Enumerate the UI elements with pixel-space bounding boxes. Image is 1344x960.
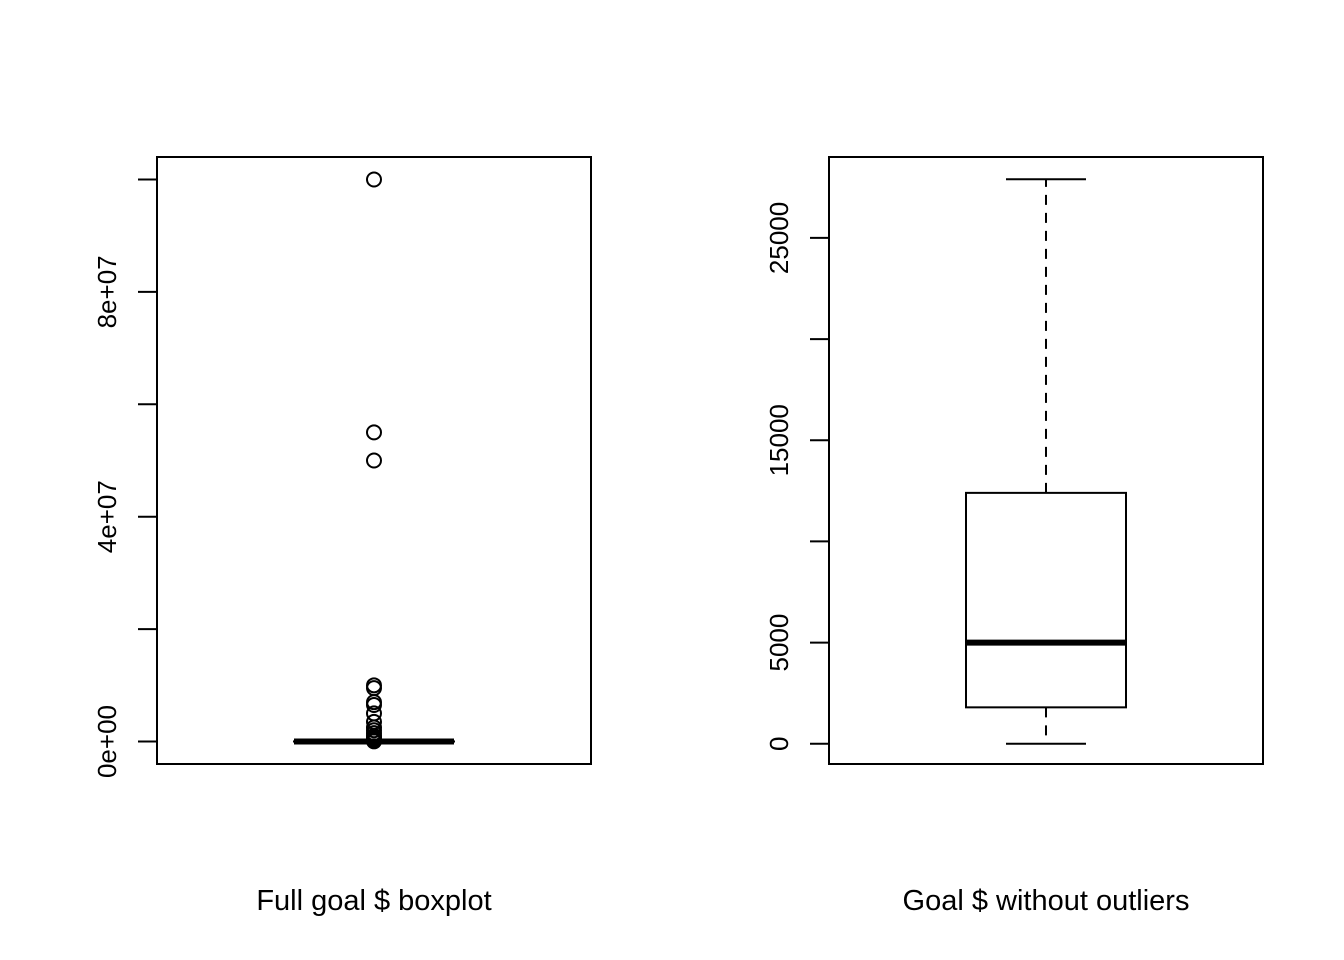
- plot-frame: [156, 156, 592, 765]
- y-tick-label: 15000: [764, 404, 794, 476]
- outlier-point: [366, 171, 382, 188]
- y-tick-label: 25000: [764, 202, 794, 274]
- y-tick-label: 8e+07: [92, 255, 122, 328]
- y-tick-label: 4e+07: [92, 480, 122, 553]
- panel-full-goal: 0e+00 4e+07 8e+07 Full goal $ boxplot: [92, 156, 592, 917]
- x-axis-label: Full goal $ boxplot: [256, 885, 491, 917]
- outlier-point: [366, 696, 382, 713]
- outlier-point: [366, 424, 382, 441]
- panel-goal-without-outliers: 0 5000 15000 25000 Goal $ without outliers: [764, 156, 1264, 917]
- y-tick-label: 0e+00: [92, 705, 122, 778]
- iqr-box: [965, 491, 1127, 709]
- x-axis-label: Goal $ without outliers: [903, 885, 1190, 917]
- y-tick-label: 0: [764, 737, 794, 751]
- outlier-point: [366, 733, 382, 750]
- y-tick-label: 5000: [764, 614, 794, 672]
- outlier-point: [366, 452, 382, 469]
